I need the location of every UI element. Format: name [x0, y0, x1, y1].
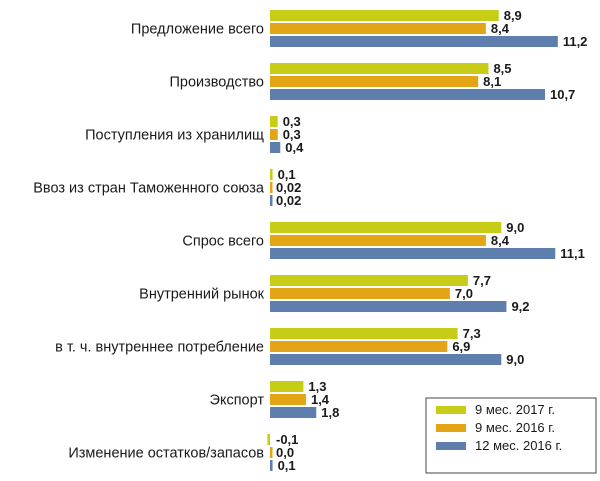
bar — [270, 182, 273, 193]
bar — [270, 76, 479, 87]
bar — [270, 328, 458, 339]
category-label: Экспорт — [210, 393, 265, 409]
category-label: Внутренний рынок — [139, 287, 264, 303]
value-label: 10,7 — [550, 87, 575, 102]
value-label: 0,3 — [283, 114, 301, 129]
value-label: 0,0 — [276, 445, 294, 460]
legend-box — [425, 397, 597, 474]
legend-label: 12 мес. 2016 г. — [475, 438, 562, 453]
category-label: Изменение остатков/запасов — [68, 446, 264, 462]
value-label: 7,7 — [473, 273, 491, 288]
value-label: 9,0 — [506, 352, 524, 367]
bar — [270, 354, 502, 365]
value-label: 0,1 — [278, 458, 296, 473]
category-label: Предложение всего — [131, 22, 264, 38]
legend-swatch — [436, 424, 466, 432]
bar — [270, 142, 281, 153]
bar — [270, 222, 502, 233]
value-label: 11,2 — [563, 34, 588, 49]
value-label: 9,0 — [506, 220, 524, 235]
bar — [270, 288, 450, 299]
value-label: 1,3 — [308, 379, 326, 394]
bar — [270, 381, 304, 392]
bar — [270, 169, 273, 180]
value-label: 7,3 — [463, 326, 481, 341]
bar — [270, 63, 489, 74]
value-label: 6,9 — [452, 339, 470, 354]
value-label: 0,02 — [276, 193, 301, 208]
legend-swatch — [436, 442, 466, 450]
value-label: 8,4 — [491, 233, 510, 248]
value-label: 0,1 — [278, 167, 296, 182]
bar — [270, 129, 278, 140]
value-label: 8,1 — [483, 74, 501, 89]
bar — [270, 447, 273, 458]
category-label: Спрос всего — [182, 234, 264, 250]
legend-label: 9 мес. 2016 г. — [475, 420, 555, 435]
value-label: 8,9 — [504, 8, 522, 23]
bar — [270, 275, 468, 286]
bar — [270, 407, 317, 418]
bar — [270, 248, 556, 259]
bar — [270, 235, 486, 246]
legend: 9 мес. 2017 г. 9 мес. 2016 г. 12 мес. 2016… — [425, 397, 597, 474]
value-label: 8,4 — [491, 21, 510, 36]
legend-label: 9 мес. 2017 г. — [475, 402, 555, 417]
value-label: 0,02 — [276, 180, 301, 195]
bar — [270, 195, 273, 206]
bar — [270, 89, 545, 100]
value-label: 9,2 — [511, 299, 529, 314]
bar — [270, 116, 278, 127]
value-label: 0,3 — [283, 127, 301, 142]
bar — [270, 460, 273, 471]
value-label: -0,1 — [276, 432, 298, 447]
value-label: 7,0 — [455, 286, 473, 301]
category-label: Поступления из хранилищ — [85, 128, 264, 144]
category-label: в т. ч. внутреннее потребление — [55, 340, 264, 356]
bar — [267, 434, 270, 445]
bar — [270, 10, 499, 21]
value-label: 11,1 — [560, 246, 585, 261]
category-label: Производство — [169, 75, 264, 91]
bar — [270, 23, 486, 34]
value-label: 1,4 — [311, 392, 330, 407]
bar — [270, 301, 507, 312]
bar — [270, 394, 306, 405]
bar — [270, 341, 448, 352]
category-label: Ввоз из стран Таможенного союза — [33, 181, 265, 197]
legend-swatch — [436, 406, 466, 414]
value-label: 8,5 — [493, 61, 511, 76]
value-label: 0,4 — [285, 140, 304, 155]
value-label: 1,8 — [321, 405, 339, 420]
bar — [270, 36, 558, 47]
